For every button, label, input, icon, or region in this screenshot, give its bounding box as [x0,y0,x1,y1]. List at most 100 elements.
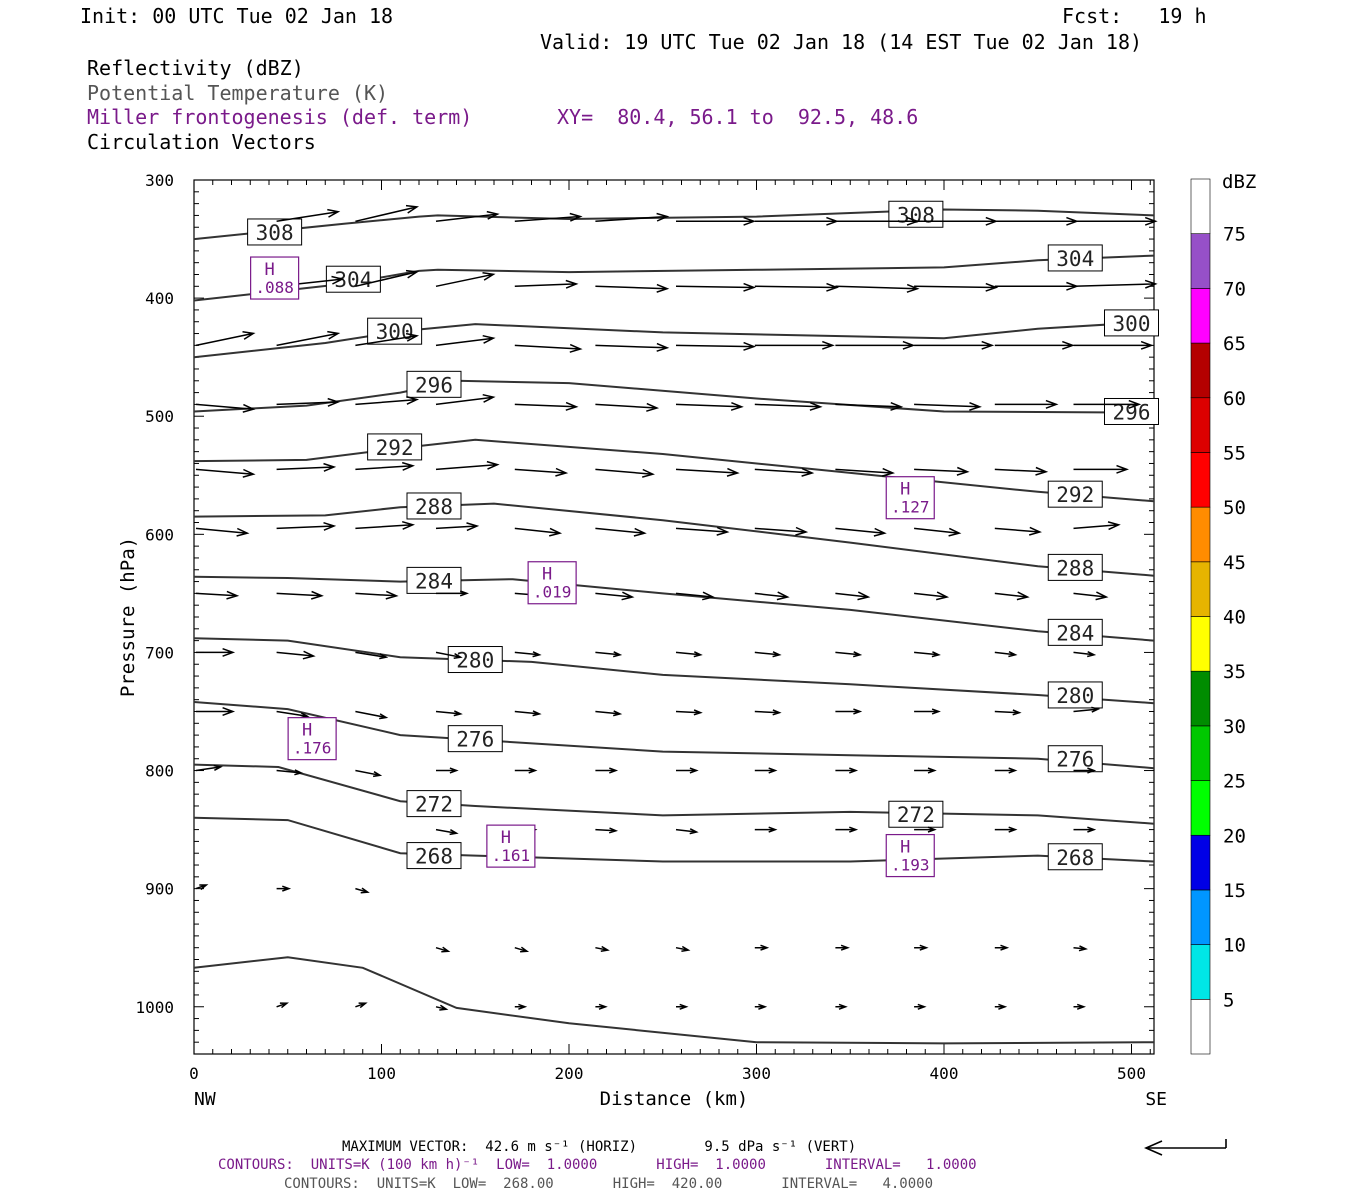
y-tick-label: 600 [145,525,174,544]
colorbar-tick-label: 75 [1223,224,1246,246]
contour-label-box [406,492,462,520]
colorbar-tick-label: 60 [1223,388,1246,410]
circulation-vector [595,283,670,293]
frontogenesis-max-box [885,476,935,520]
circulation-vector [835,591,871,601]
colorbar-bin [1190,178,1211,234]
circulation-vector [835,826,859,833]
x-tick-label: 0 [189,1064,199,1083]
circulation-vector [355,395,420,406]
circulation-vector [514,279,579,289]
circulation-vector [675,467,740,477]
frontogenesis-max-box [885,833,935,878]
circulation-vector [355,1002,368,1009]
dbz-colorbar: 5 10 15 20 25 30 35 40 45 50 55 60 65 70 75 [1190,178,1246,1055]
circulation-vector [514,1003,528,1010]
max-vector-caption: MAXIMUM VECTOR: 42.6 m s⁻¹ (HORIZ) 9.5 d… [342,1139,857,1155]
circulation-vector [276,330,341,347]
contour-label: 284 [415,569,453,593]
contour-label-box [1047,244,1103,272]
circulation-vector [1073,399,1142,409]
circulation-vector [514,401,579,411]
circulation-vector [355,710,389,720]
circulation-vector [355,269,420,288]
y-axis-label: Pressure (hPa) [117,537,139,697]
circulation-vector [994,466,1049,476]
circulation-vector [754,944,770,951]
field-reflectivity: Reflectivity (dBZ) [87,56,304,80]
circulation-vector [754,526,809,536]
contour-label-box [888,200,944,228]
colorbar-bin [1190,999,1211,1055]
frontogenesis-max-label: H [265,260,275,280]
circulation-vector [435,710,463,717]
circulation-vector [676,216,757,226]
circulation-vector [835,402,904,411]
circulation-vector [1073,826,1097,833]
circulation-vector [675,526,730,536]
theta-contour-276 [193,701,1155,770]
circulation-vector [1073,216,1158,226]
contour-label: 288 [415,495,453,519]
y-tick-label: 400 [145,289,174,308]
circulation-vector [435,460,500,471]
circulation-vector [835,651,863,658]
circulation-vector [676,767,699,774]
circulation-vector [276,590,324,600]
contour-label: 308 [897,203,935,227]
circulation-vector [1073,591,1109,601]
contour-label: 300 [376,320,414,344]
colorbar-bin [1190,561,1211,617]
colorbar-bin [1190,889,1211,945]
contour-label-box [367,433,423,461]
colorbar-tick-label: 65 [1223,333,1246,355]
circulation-vector [195,527,250,537]
circulation-vector [754,826,778,833]
circulation-vector [276,769,304,776]
circulation-vector [994,767,1018,774]
colorbar-bin [1190,288,1211,344]
circulation-vector [595,1003,608,1010]
circulation-vector [1073,464,1129,474]
x-tick-label: 100 [367,1064,396,1083]
circulation-vector [435,393,496,406]
theta-contour-292 [193,438,1155,503]
y-tick-label: 900 [145,880,174,899]
contour-label: 304 [1056,247,1094,271]
nw-end-label: NW [194,1089,216,1110]
circulation-vector [994,651,1018,658]
circulation-vector [676,1003,689,1010]
circulation-vector [276,521,337,531]
init-time: Init: 00 UTC Tue 02 Jan 18 [80,4,394,28]
circulation-vector [835,944,850,951]
circulation-vector [914,340,995,350]
forecast-hour: Fcst: 19 h [1062,4,1207,28]
frontogenesis-max-value: .161 [492,846,531,865]
circulation-vector [355,332,420,347]
theta-contour-info: CONTOURS: UNITS=K LOW= 268.00 HIGH= 420.… [284,1176,934,1192]
circulation-vector [675,945,691,952]
circulation-vector [994,591,1030,601]
y-tick-label: 800 [145,762,174,781]
field-frontogenesis: Miller frontogenesis (def. term) [87,105,473,129]
circulation-vector [514,212,583,223]
colorbar-tick-label: 5 [1223,989,1234,1011]
circulation-vector [1073,651,1097,658]
circulation-vector [514,527,563,537]
frontogenesis-max-label: H [900,480,910,500]
circulation-vector [436,590,469,597]
contour-label: 284 [1056,621,1094,645]
circulation-vector [595,651,623,658]
contour-label-box [447,646,503,674]
colorbar-tick-label: 35 [1223,661,1246,683]
circulation-vector [196,647,236,657]
circulation-vector [276,462,337,472]
reference-vector [1144,1139,1227,1156]
x-tick-label: 500 [1117,1064,1146,1083]
circulation-vector [195,468,256,478]
circulation-vector [914,651,941,658]
frontogenesis-max-value: .127 [891,498,930,517]
x-tick-label: 400 [930,1064,959,1083]
field-circulation-vectors: Circulation Vectors [87,130,316,154]
